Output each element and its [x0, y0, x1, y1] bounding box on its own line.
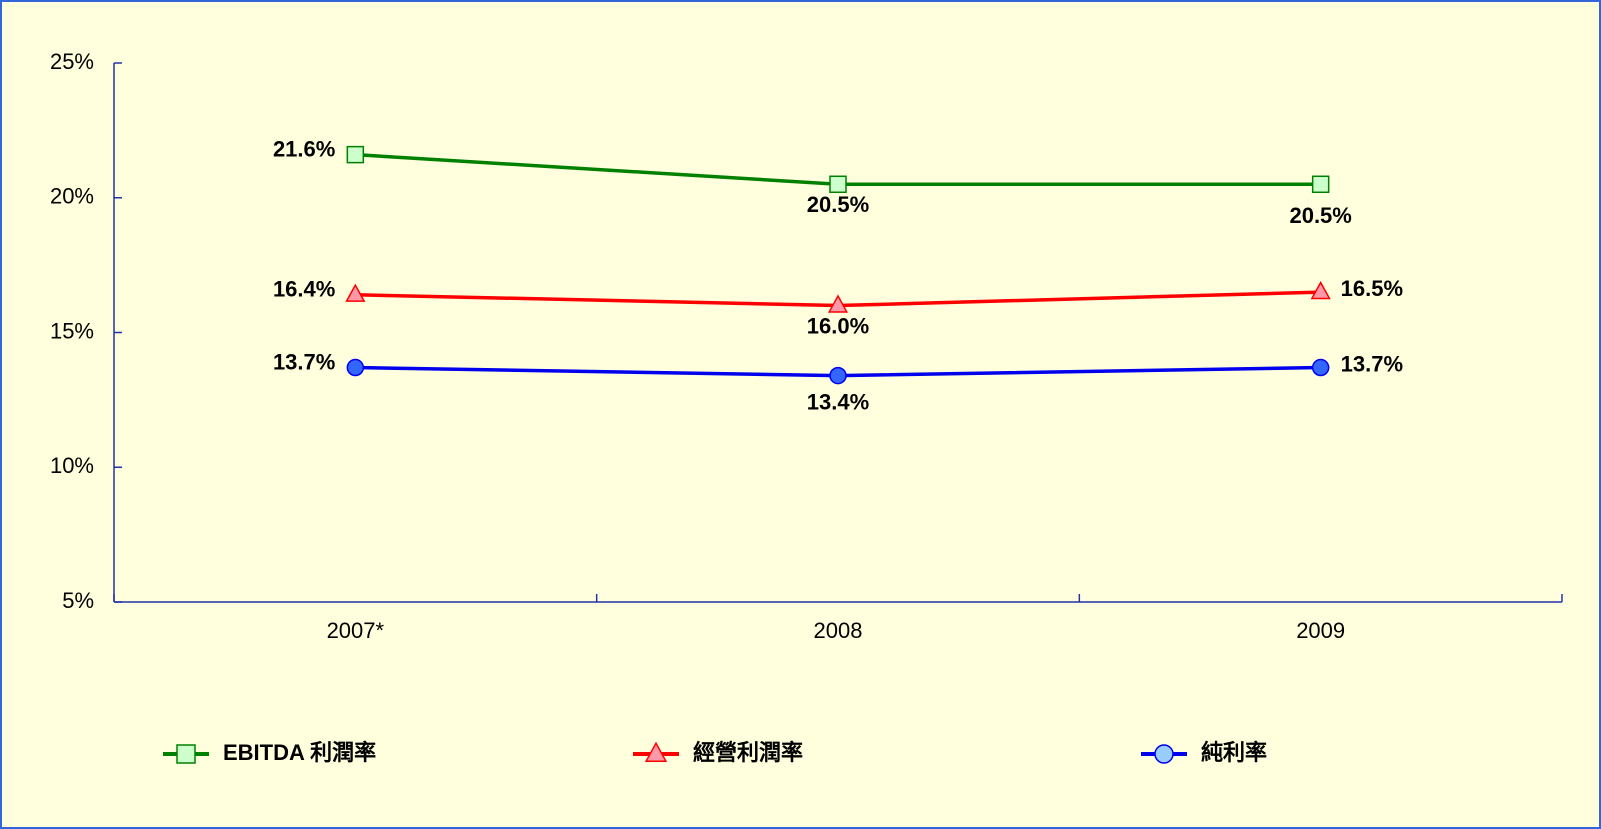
marker: [346, 145, 365, 164]
x-tick-label: 2009: [1296, 618, 1345, 643]
marker: [829, 175, 847, 194]
legend-label: 純利率: [1201, 740, 1267, 765]
y-tick-label: 5%: [62, 588, 94, 613]
marker: [176, 744, 196, 764]
data-label: 13.7%: [1341, 351, 1403, 376]
marker: [1311, 358, 1330, 377]
data-label: 13.7%: [273, 349, 335, 374]
marker: [1311, 175, 1330, 194]
data-label: 16.0%: [807, 313, 869, 338]
legend-label: EBITDA 利潤率: [223, 740, 376, 765]
marker: [346, 358, 365, 377]
x-tick-label: 2008: [814, 618, 863, 643]
data-label: 20.5%: [807, 192, 869, 217]
marker: [345, 283, 366, 302]
marker: [1154, 744, 1174, 764]
x-tick-label: 2007*: [327, 618, 385, 643]
marker: [827, 294, 849, 313]
y-tick-label: 20%: [50, 184, 94, 209]
marker: [1310, 280, 1331, 300]
legend-label: 經營利潤率: [693, 740, 803, 765]
data-label: 16.5%: [1341, 276, 1403, 301]
data-label: 13.4%: [807, 389, 869, 414]
y-tick-label: 25%: [50, 49, 94, 74]
marker: [829, 366, 847, 385]
data-label: 20.5%: [1289, 203, 1351, 228]
y-tick-label: 10%: [50, 453, 94, 478]
marker: [644, 741, 668, 762]
y-tick-label: 15%: [50, 318, 94, 343]
data-label: 16.4%: [273, 277, 335, 302]
data-label: 21.6%: [273, 136, 335, 161]
